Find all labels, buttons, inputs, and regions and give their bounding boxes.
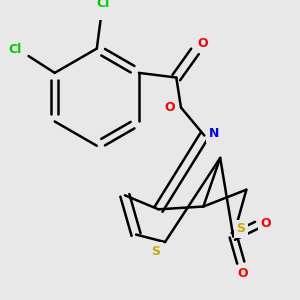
Text: S: S: [236, 223, 245, 236]
Text: N: N: [208, 127, 219, 140]
Text: S: S: [151, 245, 160, 258]
Text: O: O: [261, 217, 271, 230]
Text: O: O: [237, 267, 248, 280]
Text: Cl: Cl: [9, 43, 22, 56]
Text: O: O: [164, 101, 175, 114]
Text: Cl: Cl: [97, 0, 110, 10]
Text: O: O: [197, 38, 208, 50]
